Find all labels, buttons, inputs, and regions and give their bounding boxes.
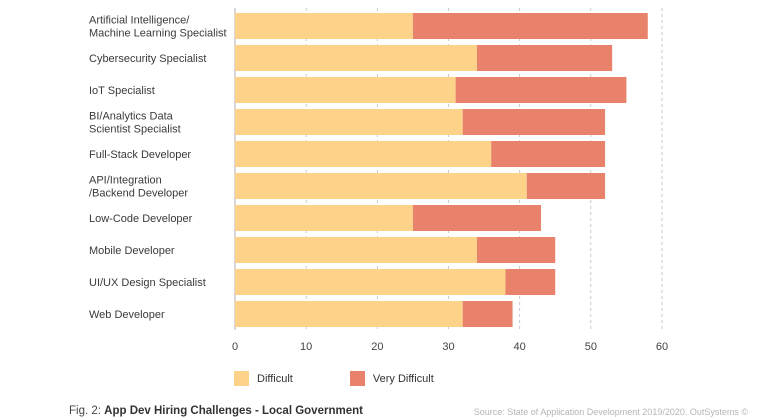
legend-item-very-difficult: Very Difficult — [349, 371, 434, 386]
bar-difficult — [235, 141, 492, 167]
category-label-line: Machine Learning Specialist — [89, 28, 227, 40]
legend-swatch-very-difficult — [349, 371, 365, 386]
stacked-bar-chart: Artificial Intelligence/Machine Learning… — [89, 8, 668, 353]
category-label-line: Artificial Intelligence/ — [89, 15, 190, 27]
category-labels: Artificial Intelligence/Machine Learning… — [89, 15, 227, 322]
legend-label-very-difficult: Very Difficult — [372, 372, 434, 385]
category-label-line: Full-Stack Developer — [89, 149, 191, 161]
bar-very-difficult — [526, 173, 606, 199]
legend-swatch-difficult — [234, 371, 249, 386]
figure-caption: Fig. 2: App Dev Hiring Challenges - Loca… — [69, 405, 363, 417]
category-label-line: UI/UX Design Specialist — [89, 277, 206, 289]
bar-very-difficult — [462, 301, 513, 327]
legend-label-difficult: Difficult — [257, 372, 293, 385]
category-label-line: BI/Analytics Data — [89, 111, 174, 123]
x-tick-label: 0 — [232, 341, 238, 353]
caption-prefix: Fig. 2: — [69, 405, 105, 417]
category-label-line: Mobile Developer — [89, 245, 175, 257]
legend: Difficult Very Difficult — [234, 371, 491, 386]
bar-difficult — [235, 269, 506, 295]
category-label: Full-Stack Developer — [89, 149, 191, 161]
category-label-line: IoT Specialist — [89, 85, 155, 97]
legend-item-difficult: Difficult — [234, 371, 293, 386]
x-tick-label: 20 — [371, 341, 383, 353]
bar-difficult — [235, 45, 477, 71]
x-tick-label: 60 — [656, 341, 668, 353]
bar-difficult — [235, 109, 463, 135]
category-label-line: API/Integration — [89, 175, 162, 187]
bar-very-difficult — [462, 109, 606, 135]
bar-very-difficult — [455, 77, 627, 103]
bar-very-difficult — [412, 13, 648, 39]
category-label: UI/UX Design Specialist — [89, 277, 206, 289]
category-label: Artificial Intelligence/Machine Learning… — [89, 15, 227, 40]
category-label: API/Integration/Backend Developer — [89, 175, 188, 200]
bar-very-difficult — [505, 269, 556, 295]
source-note: Source: State of Application Development… — [473, 407, 748, 417]
x-tick-label: 40 — [514, 341, 526, 353]
x-axis-ticks: 0 10 20 30 40 50 60 — [232, 341, 668, 353]
category-label-line: Low-Code Developer — [89, 213, 193, 225]
bar-difficult — [235, 173, 527, 199]
category-label: IoT Specialist — [89, 85, 155, 97]
bar-difficult — [235, 205, 413, 231]
bars — [235, 13, 648, 327]
x-tick-label: 30 — [442, 341, 454, 353]
category-label: Low-Code Developer — [89, 213, 193, 225]
bar-difficult — [235, 77, 456, 103]
chart-title: App Dev Hiring Challenges - Local Govern… — [104, 405, 363, 417]
x-tick-label: 10 — [300, 341, 312, 353]
bar-difficult — [235, 237, 477, 263]
bar-very-difficult — [412, 205, 542, 231]
bar-difficult — [235, 13, 413, 39]
bar-difficult — [235, 301, 463, 327]
bar-very-difficult — [491, 141, 606, 167]
category-label: Web Developer — [89, 309, 165, 321]
category-label-line: Web Developer — [89, 309, 165, 321]
category-label: Cybersecurity Specialist — [89, 53, 206, 65]
x-tick-label: 50 — [585, 341, 597, 353]
category-label-line: Cybersecurity Specialist — [89, 53, 206, 65]
category-label: BI/Analytics Data Scientist Specialist — [89, 111, 181, 136]
bar-very-difficult — [476, 237, 556, 263]
category-label: Mobile Developer — [89, 245, 175, 257]
category-label-line: Scientist Specialist — [89, 124, 181, 136]
category-label-line: /Backend Developer — [89, 188, 188, 200]
bar-very-difficult — [476, 45, 613, 71]
